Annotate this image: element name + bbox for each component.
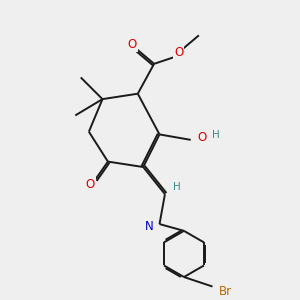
Text: Br: Br	[219, 286, 232, 298]
Text: H: H	[173, 182, 181, 192]
Text: O: O	[128, 38, 137, 51]
Text: O: O	[197, 131, 207, 144]
Text: H: H	[212, 130, 220, 140]
Text: O: O	[174, 46, 183, 59]
Text: N: N	[145, 220, 154, 233]
Text: O: O	[85, 178, 95, 191]
